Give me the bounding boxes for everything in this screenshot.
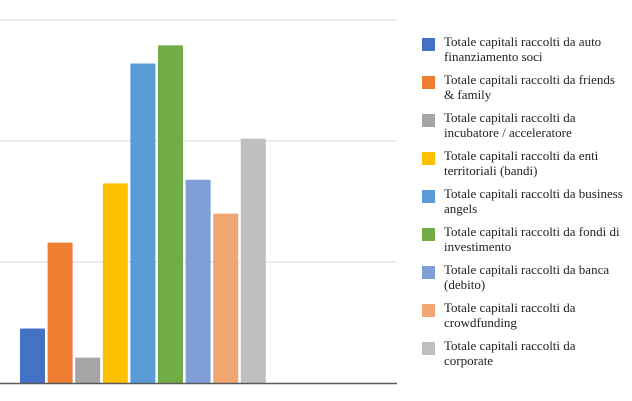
legend-swatch <box>422 152 435 165</box>
bar-1 <box>20 328 45 383</box>
bar-3 <box>75 357 101 383</box>
legend-label: Totale capitali raccolti da enti territo… <box>444 148 599 178</box>
bar-9 <box>240 138 266 383</box>
legend-label: Totale capitali raccolti da fondi di inv… <box>444 224 620 254</box>
legend-swatch <box>422 266 435 279</box>
legend-label: Totale capitali raccolti da auto finanzi… <box>444 34 602 64</box>
legend-swatch <box>422 228 435 241</box>
legend-swatch <box>422 304 435 317</box>
legend-swatch <box>422 38 435 51</box>
legend-label: Totale capitali raccolti da incubatore /… <box>444 110 576 140</box>
bar-4 <box>102 183 128 383</box>
bar-chart <box>0 19 397 385</box>
bar-6 <box>158 45 183 383</box>
legend-label: Totale capitali raccolti da friends & fa… <box>444 72 615 102</box>
legend-swatch <box>422 342 435 355</box>
bar-5 <box>130 63 156 384</box>
legend-swatch <box>422 114 435 127</box>
legend-label: Totale capitali raccolti da banca (debit… <box>444 262 610 292</box>
legend-swatch <box>422 190 435 203</box>
bar-2 <box>47 242 73 383</box>
bar-7 <box>185 179 211 383</box>
legend-label: Totale capitali raccolti da business ang… <box>444 186 623 216</box>
legend-label: Totale capitali raccolti da crowdfunding <box>444 300 576 330</box>
bar-8 <box>213 213 239 383</box>
legend-swatch <box>422 76 435 89</box>
legend-label: Totale capitali raccolti da corporate <box>444 338 576 368</box>
